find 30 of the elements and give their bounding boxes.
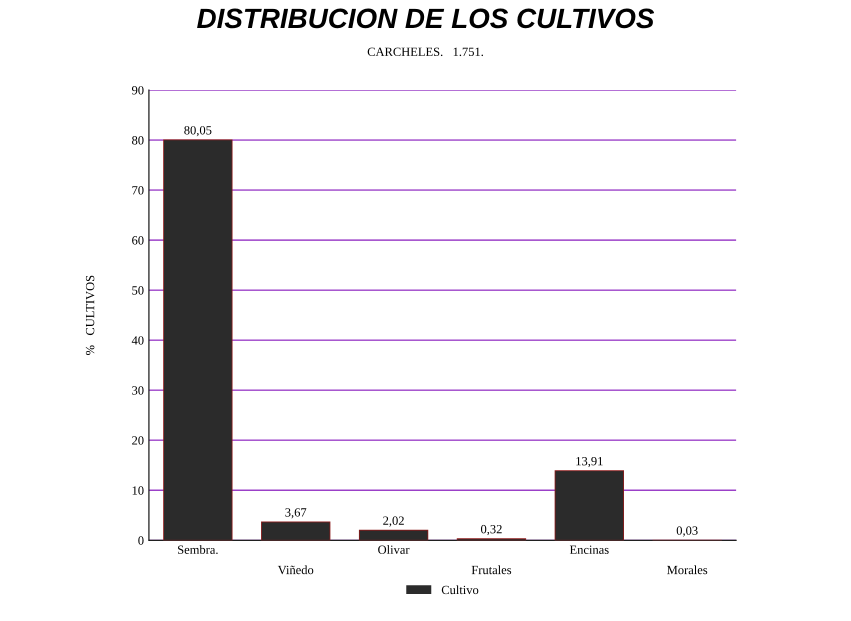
- x-tick-label: Olivar: [378, 545, 410, 554]
- bar: [261, 521, 330, 540]
- y-tick-label: 70: [132, 186, 144, 195]
- legend-label: Cultivo: [442, 585, 478, 594]
- y-tick-label: 10: [132, 486, 144, 495]
- data-label: 80,05: [184, 126, 212, 136]
- data-label: 0,32: [480, 524, 502, 536]
- y-tick-label: 30: [132, 386, 144, 395]
- data-label: 2,02: [383, 516, 404, 527]
- chart-title: DISTRIBUCION DE LOS CULTIVOS: [197, 8, 654, 28]
- x-tick-label: Encinas: [570, 546, 609, 554]
- x-tick-label: Viñedo: [278, 565, 314, 574]
- chart-subtitle: CARCHELES. 1.751.: [368, 48, 484, 56]
- y-tick-label: 90: [132, 86, 144, 95]
- x-tick-label: Sembra.: [178, 545, 218, 554]
- bar: [358, 530, 428, 540]
- data-label: 0,03: [676, 526, 698, 537]
- x-tick-label: Frutales: [472, 565, 512, 574]
- bar: [163, 139, 233, 540]
- y-tick-label: 80: [132, 136, 144, 145]
- y-tick-label: 60: [132, 236, 144, 245]
- bar: [554, 470, 624, 540]
- y-tick-label: 50: [132, 286, 144, 295]
- y-tick-label: 0: [138, 536, 144, 545]
- y-tick-label: 20: [132, 436, 144, 445]
- data-label: 3,67: [285, 508, 306, 518]
- y-tick-label: 40: [132, 336, 144, 345]
- data-label: 13,91: [576, 456, 603, 468]
- x-tick-label: Morales: [667, 565, 708, 574]
- y-axis-title: % CULTIVOS: [86, 276, 94, 355]
